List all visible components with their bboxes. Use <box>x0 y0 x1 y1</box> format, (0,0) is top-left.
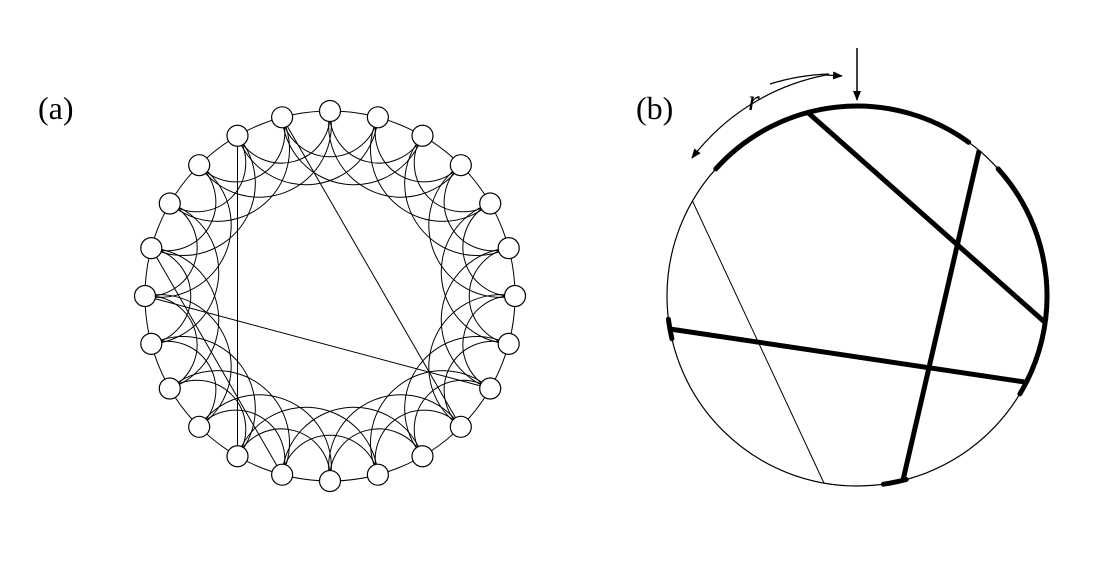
ring-node <box>411 445 434 468</box>
neighbor-arc <box>198 409 286 475</box>
panel-a-nodes <box>133 99 527 493</box>
ring-node <box>318 99 342 123</box>
neighbor-arc <box>413 379 491 457</box>
neighbor-arc <box>468 247 509 345</box>
shortcut-chord <box>150 247 283 475</box>
ring-node <box>449 154 472 177</box>
ring-node <box>140 332 163 355</box>
ring-node <box>271 463 294 486</box>
neighbor-arc <box>281 117 423 186</box>
ring-node <box>158 377 181 400</box>
neighbor-arc <box>462 203 516 297</box>
shortcut-chord <box>281 117 462 428</box>
ring-node <box>449 415 472 438</box>
neighbor-arc <box>443 340 509 428</box>
highlighted-chord <box>806 110 1047 325</box>
panel-a-shortcut-chords <box>144 117 491 475</box>
neighbor-arc <box>151 164 217 252</box>
highlighted-arc <box>713 103 972 172</box>
ring-node <box>226 445 249 468</box>
ring-node <box>271 106 294 129</box>
neighbor-arc <box>237 428 331 482</box>
range-label-r: r <box>748 84 760 117</box>
panel-b-circle-chords: (b) r <box>636 48 1050 487</box>
neighbor-arc <box>374 117 462 183</box>
panel-b-label: (b) <box>636 90 673 126</box>
highlighted-chord <box>900 149 982 481</box>
ring-node <box>366 106 389 129</box>
ring-node <box>140 237 163 260</box>
neighbor-arc <box>374 409 462 475</box>
neighbor-arc <box>144 203 198 297</box>
highlighted-chord <box>669 326 1027 385</box>
shortcut-chord <box>144 295 491 389</box>
neighbor-arc <box>237 117 379 186</box>
range-arrow-left <box>691 74 827 159</box>
ring-node <box>479 192 502 215</box>
neighbor-arc <box>237 110 331 164</box>
neighbor-arc <box>281 434 379 475</box>
panel-b-highlighted-segments <box>665 103 1050 487</box>
ring-node <box>158 192 181 215</box>
neighbor-arc <box>329 110 423 164</box>
neighbor-arc <box>281 117 379 158</box>
ring-node <box>366 463 389 486</box>
neighbor-arc <box>144 295 198 389</box>
range-arrow-right <box>825 71 843 80</box>
neighbor-arc <box>151 247 192 345</box>
panel-a-neighbor-arcs <box>144 110 516 482</box>
neighbor-arc <box>169 135 247 213</box>
neighbor-arc <box>169 379 247 457</box>
neighbor-arc <box>462 295 516 389</box>
ring-node <box>188 154 211 177</box>
plain-chord <box>692 200 825 484</box>
neighbor-arc <box>443 164 509 252</box>
range-arrow-right-arc <box>769 73 830 85</box>
neighbor-arc <box>413 135 491 213</box>
ring-node <box>479 377 502 400</box>
highlighted-arc <box>995 166 1050 397</box>
ring-node <box>188 415 211 438</box>
ring-node <box>226 124 249 147</box>
ring-node <box>133 284 157 308</box>
panel-b-chords <box>669 110 1047 484</box>
ring-node <box>503 284 527 308</box>
highlighted-arc <box>880 477 909 487</box>
ring-node <box>497 237 520 260</box>
neighbor-arc <box>329 428 423 482</box>
panel-a-label: (a) <box>38 90 74 126</box>
neighbor-arc <box>198 110 332 198</box>
neighbor-arc <box>151 340 217 428</box>
neighbor-arc <box>198 117 286 183</box>
panel-a-small-world-ring: (a) <box>38 90 527 493</box>
ring-node <box>411 124 434 147</box>
ring-node <box>318 469 342 493</box>
ring-node <box>497 332 520 355</box>
